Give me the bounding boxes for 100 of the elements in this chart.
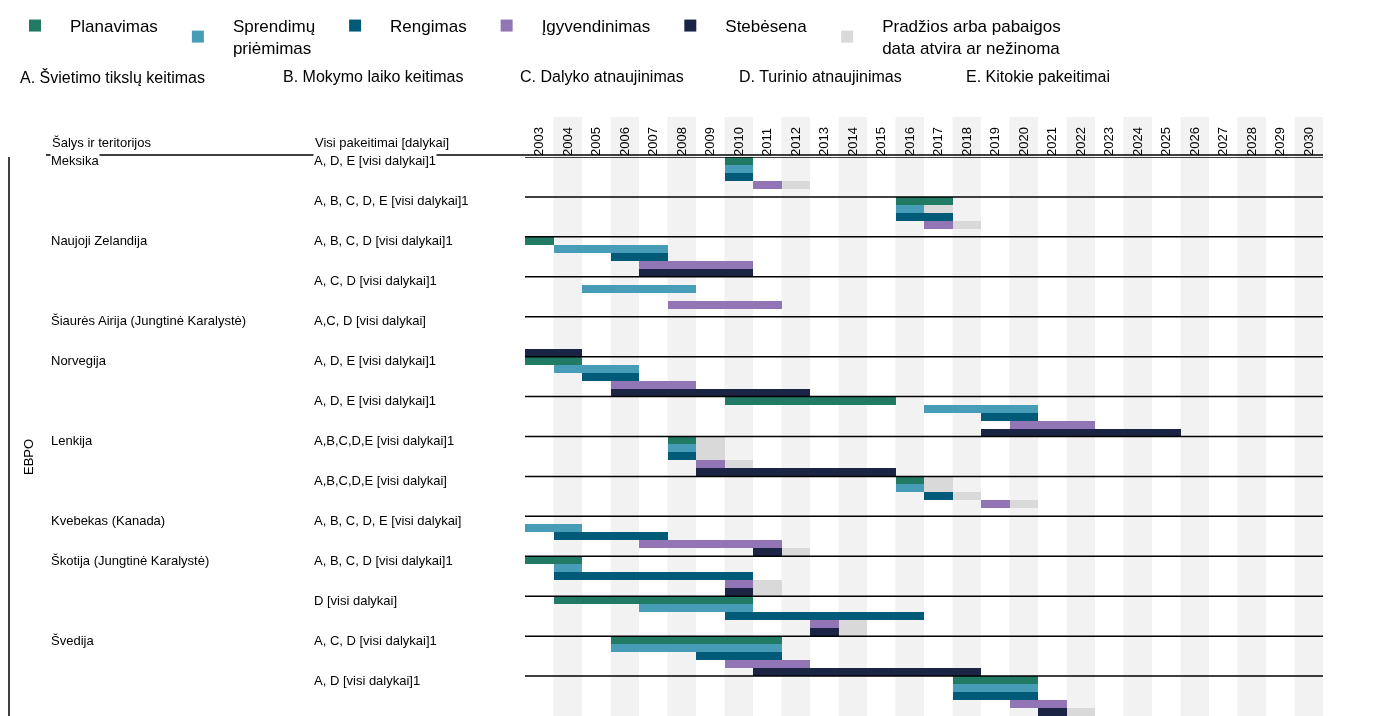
bar <box>953 692 1038 700</box>
y-tick-label: A, C, D [visi dalykai]1 <box>314 633 437 648</box>
x-tick-label: 2006 <box>616 127 632 156</box>
bar <box>953 684 1038 692</box>
bar <box>668 444 696 452</box>
x-tick-label: 2016 <box>901 127 917 156</box>
x-tick-label: 2011 <box>759 128 775 156</box>
text: A. Švietimo tikslų keitimas <box>20 68 205 86</box>
bar <box>639 261 753 269</box>
bar <box>611 253 668 261</box>
x-tick-label: 2028 <box>1243 127 1259 156</box>
y-tick-label: A, B, C, D [visi dalykai]1 <box>314 233 453 248</box>
bar <box>896 213 953 221</box>
bar <box>725 612 924 620</box>
bar <box>668 437 696 444</box>
x-tick-label: 2009 <box>702 127 718 156</box>
text: B. Mokymo laiko keitimas <box>283 68 464 85</box>
y-tick-label: A, D, E [visi dalykai]1 <box>314 393 437 408</box>
x-tick-label: 2010 <box>730 127 746 156</box>
y-tick-label: A, D, E [visi dalykai]1 <box>314 353 437 368</box>
y2-tick-label: Šiaurės Airija (Jungtinė Karalystė) <box>51 313 247 328</box>
y2-tick-label: Naujoji Zelandija <box>51 233 148 248</box>
bar <box>896 484 924 492</box>
text: D. Turinio atnaujinimas <box>739 68 902 85</box>
bar <box>1010 421 1095 429</box>
bar <box>554 564 582 572</box>
y-tick-label: D [visi dalykai] <box>314 593 398 608</box>
bar <box>554 572 753 580</box>
bar <box>554 532 668 540</box>
x-tick-label: 2023 <box>1101 127 1117 156</box>
x-tick-label: 2021 <box>1044 127 1060 156</box>
y-tick-label: A, D [visi dalykai]1 <box>314 673 421 688</box>
bar <box>611 644 782 652</box>
x-tick-label: 2015 <box>873 127 889 156</box>
y2-tick-label: Norvegija <box>51 353 107 368</box>
bar <box>696 652 782 660</box>
bar <box>668 301 782 309</box>
bar <box>953 492 981 500</box>
y-tick-label: A,C, D [visi dalykai] <box>314 313 426 328</box>
bar <box>924 492 953 500</box>
bar <box>725 173 753 181</box>
legend-label: Pradžios arba pabaigos data atvira ar nežinoma <box>882 17 1061 59</box>
bar <box>582 373 639 381</box>
y-tick-label: A,B,C,D,E [visi dalykai]1 <box>314 433 455 448</box>
bar <box>725 460 753 468</box>
y-tick-label: A, B, C, D, E [visi dalykai]1 <box>314 193 469 208</box>
bar <box>981 500 1010 508</box>
bar <box>582 285 696 293</box>
bar <box>953 221 981 229</box>
bar <box>1010 700 1067 708</box>
x-tick-label: 2018 <box>958 127 974 156</box>
x-tick-label: 2004 <box>559 127 575 156</box>
x-tick-label: 2025 <box>1158 127 1174 156</box>
bar <box>725 660 810 668</box>
bar <box>525 524 582 532</box>
bar <box>981 413 1038 421</box>
y2-tick-label: Škotija (Jungtinė Karalystė) <box>51 553 210 568</box>
x-tick-label: 2003 <box>531 127 547 156</box>
y-tick-label: A, C, D [visi dalykai]1 <box>314 273 437 288</box>
text: C. Dalyko atnaujinimas <box>520 68 684 85</box>
y-tick-label: A, D, E [visi dalykai]1 <box>314 153 437 168</box>
bar <box>525 357 582 365</box>
x-tick-label: 2026 <box>1186 127 1202 156</box>
y2-tick-label: Kvebekas (Kanada) <box>51 513 166 528</box>
bar <box>725 165 753 173</box>
x-tick-label: 2027 <box>1215 127 1231 156</box>
text: Visi pakeitimai [dalykai] <box>315 135 450 150</box>
x-tick-label: 2008 <box>673 127 689 156</box>
bar <box>696 468 896 476</box>
legend-label: Įgyvendinimas <box>541 17 651 37</box>
bar <box>554 245 668 253</box>
bar <box>924 205 953 213</box>
bar <box>782 548 810 556</box>
x-tick-label: 2019 <box>987 127 1003 156</box>
bar <box>611 381 696 389</box>
x-tick-label: 2022 <box>1072 127 1088 156</box>
y2-tick-label: Lenkija <box>51 433 93 448</box>
x-tick-label: 2029 <box>1272 127 1288 156</box>
bar <box>668 452 696 460</box>
x-tick-label: 2030 <box>1300 127 1316 156</box>
legend-label: Planavimas <box>70 17 158 37</box>
x-tick-label: 2012 <box>787 127 803 156</box>
legend-label: Rengimas <box>390 17 467 37</box>
bar <box>1010 500 1038 508</box>
bar <box>753 548 782 556</box>
x-tick-label: 2024 <box>1129 127 1145 156</box>
text: E. Kitokie pakeitimai <box>966 68 1111 85</box>
text: Šalys ir teritorijos <box>52 135 152 150</box>
bar <box>639 604 753 612</box>
bar <box>924 405 1038 413</box>
y-tick-label: A, B, C, D, E [visi dalykai] <box>314 513 462 528</box>
legend-label: Sprendimų priėmimas <box>232 17 316 59</box>
y-tick-label: A,B,C,D,E [visi dalykai] <box>314 473 447 488</box>
bar <box>782 181 810 189</box>
bar <box>554 365 639 373</box>
bar <box>753 181 782 189</box>
x-tick-label: 2007 <box>645 127 661 156</box>
y2-tick-label: Meksika <box>51 153 100 168</box>
x-tick-label: 2013 <box>816 127 832 156</box>
bar <box>725 397 896 405</box>
